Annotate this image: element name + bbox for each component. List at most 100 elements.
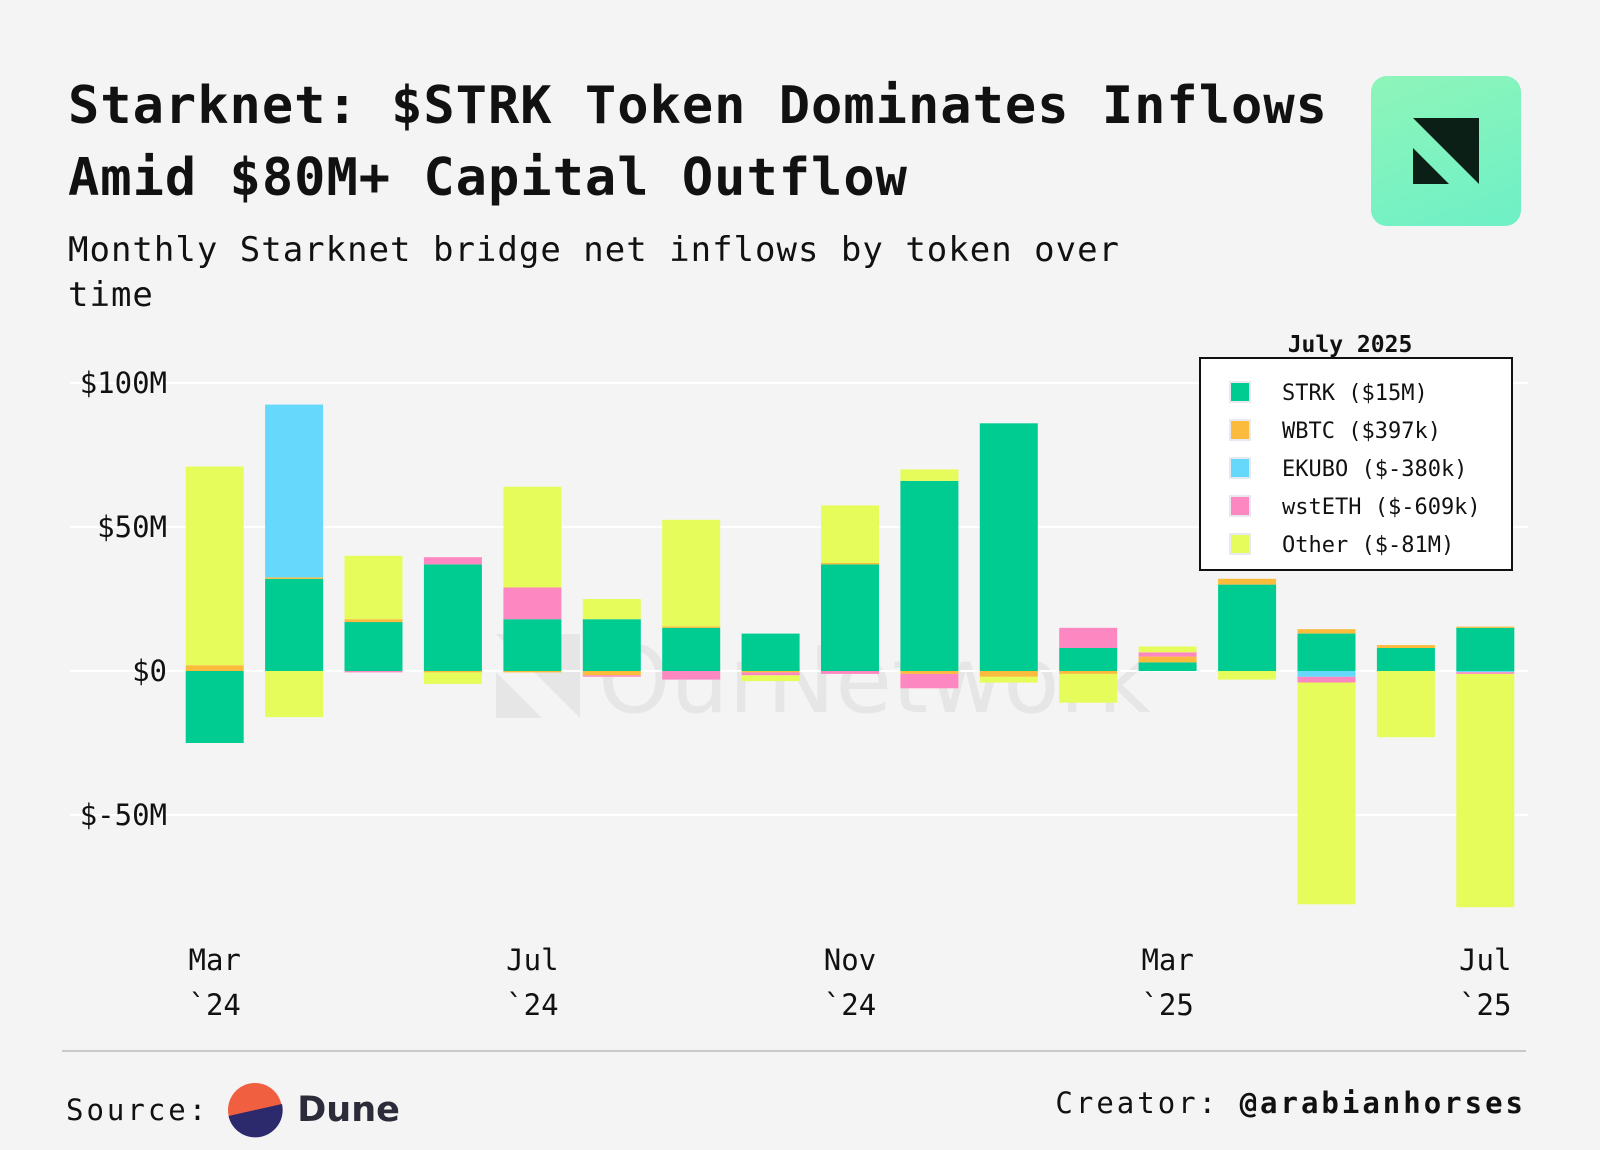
y-tick-label: $0 bbox=[132, 654, 167, 688]
bar-segment-strk[interactable] bbox=[1376, 648, 1435, 671]
y-tick-label: $50M bbox=[97, 510, 167, 544]
bar-segment-other[interactable] bbox=[185, 466, 244, 666]
bar-segment-wbtc[interactable] bbox=[741, 671, 800, 673]
x-tick-label: Mar bbox=[1141, 943, 1193, 977]
bar-segment-ekubo[interactable] bbox=[1297, 671, 1356, 677]
x-tick-label: Jul bbox=[1459, 943, 1511, 977]
bar-segment-other[interactable] bbox=[1218, 671, 1277, 680]
bar-segment-strk[interactable] bbox=[741, 633, 800, 671]
legend-title: July 2025 bbox=[1288, 332, 1413, 358]
source-name: Dune bbox=[297, 1090, 400, 1130]
bar-segment-wbtc[interactable] bbox=[1376, 645, 1435, 648]
bar-segment-other[interactable] bbox=[344, 555, 403, 620]
bar-segment-other[interactable] bbox=[582, 599, 641, 620]
bar-segment-wsteth[interactable] bbox=[1138, 652, 1197, 657]
bar-segment-wbtc[interactable] bbox=[821, 563, 879, 565]
chart-subtitle: Monthly Starknet bridge net inflows by t… bbox=[68, 230, 1121, 315]
bar-chart: OurNetwork $100M$50M$0$-50M Mar`24Jul`24… bbox=[70, 332, 1528, 1022]
creator-credit: Creator: @arabianhorses bbox=[1055, 1086, 1526, 1120]
legend-swatch-ekubo bbox=[1229, 457, 1251, 479]
bar-segment-wsteth[interactable] bbox=[582, 675, 641, 677]
bar-segment-strk[interactable] bbox=[185, 671, 244, 743]
y-tick-label: $-50M bbox=[80, 798, 167, 832]
legend-swatch-wsteth bbox=[1229, 495, 1251, 517]
bar-segment-strk[interactable] bbox=[1456, 627, 1515, 671]
bar-segment-other[interactable] bbox=[1456, 673, 1515, 908]
bar-segment-wsteth[interactable] bbox=[1297, 676, 1356, 683]
bar-segment-wbtc[interactable] bbox=[265, 577, 324, 579]
x-tick-label: Mar bbox=[189, 943, 241, 977]
bar-segment-wsteth[interactable] bbox=[741, 672, 800, 676]
bar-segment-strk[interactable] bbox=[979, 423, 1038, 671]
creator-handle: @arabianhorses bbox=[1239, 1086, 1526, 1120]
bar-segment-strk[interactable] bbox=[265, 578, 324, 671]
bar-segment-other[interactable] bbox=[1059, 673, 1118, 703]
source-credit: Source: Dune bbox=[66, 1082, 400, 1138]
y-axis: $100M $50M $0 $-50M bbox=[80, 366, 167, 832]
bar-segment-strk[interactable] bbox=[503, 619, 562, 671]
bar-segment-strk[interactable] bbox=[1059, 648, 1118, 671]
bar-segment-other[interactable] bbox=[741, 675, 800, 682]
legend-swatch-other bbox=[1229, 533, 1251, 555]
bar-segment-wbtc[interactable] bbox=[1456, 626, 1515, 628]
bar-segment-wbtc[interactable] bbox=[582, 671, 641, 676]
chart-title: Starknet: $STRK Token Dominates Inflows … bbox=[68, 76, 1328, 208]
bars bbox=[185, 404, 1515, 908]
bar-segment-wsteth[interactable] bbox=[1059, 627, 1118, 648]
legend-label-wsteth: wstETH ($-609k) bbox=[1282, 495, 1481, 520]
x-tick-label-year: `25 bbox=[1459, 988, 1511, 1022]
bar-segment-wbtc[interactable] bbox=[979, 671, 1038, 677]
bar-segment-strk[interactable] bbox=[1297, 633, 1356, 671]
bar-segment-wsteth[interactable] bbox=[1456, 672, 1515, 674]
bar-segment-wsteth[interactable] bbox=[423, 557, 482, 565]
bar-segment-wbtc[interactable] bbox=[344, 619, 403, 623]
x-axis: Mar `24 Jul `24 Nov `24 Mar `25 Jul `25 bbox=[189, 943, 1512, 1022]
bar-segment-strk[interactable] bbox=[1218, 584, 1277, 671]
bar-segment-other[interactable] bbox=[265, 671, 324, 718]
bar-segment-wsteth[interactable] bbox=[900, 673, 959, 689]
bar-segment-wsteth[interactable] bbox=[503, 587, 562, 620]
bar-segment-other[interactable] bbox=[503, 486, 562, 588]
bar-segment-wsteth[interactable] bbox=[344, 671, 403, 673]
bar-segment-wbtc[interactable] bbox=[1138, 656, 1197, 663]
bar-segment-other[interactable] bbox=[979, 676, 1038, 683]
bar-segment-wbtc[interactable] bbox=[423, 671, 482, 673]
bar-segment-strk[interactable] bbox=[662, 627, 721, 671]
legend-label-ekubo: EKUBO ($-380k) bbox=[1282, 457, 1467, 482]
bar-segment-other[interactable] bbox=[1297, 682, 1356, 905]
bar-segment-wsteth[interactable] bbox=[662, 671, 721, 680]
legend-swatch-strk bbox=[1229, 381, 1251, 403]
bar-segment-ekubo[interactable] bbox=[1456, 671, 1515, 673]
x-tick-label-year: `24 bbox=[824, 988, 876, 1022]
x-tick-label: Jul bbox=[506, 943, 558, 977]
bar-segment-ekubo[interactable] bbox=[265, 404, 324, 578]
bar-segment-wbtc[interactable] bbox=[185, 665, 244, 671]
bar-segment-wbtc[interactable] bbox=[1218, 578, 1277, 585]
bar-segment-wbtc[interactable] bbox=[1297, 629, 1356, 634]
ournetwork-mark-icon bbox=[1413, 118, 1479, 184]
bar-segment-other[interactable] bbox=[900, 469, 959, 481]
legend: July 2025 STRK ($15M) WBTC ($397k) EKUBO (… bbox=[1199, 332, 1513, 571]
bar-segment-strk[interactable] bbox=[344, 622, 403, 671]
bar-segment-strk[interactable] bbox=[821, 564, 879, 671]
bar-segment-other[interactable] bbox=[1138, 646, 1197, 653]
legend-label-strk: STRK ($15M) bbox=[1282, 381, 1428, 406]
bar-segment-strk[interactable] bbox=[900, 480, 959, 671]
x-tick-label-year: `24 bbox=[189, 988, 241, 1022]
bar-segment-strk[interactable] bbox=[582, 619, 641, 671]
bar-segment-other[interactable] bbox=[821, 505, 879, 563]
bar-segment-strk[interactable] bbox=[1138, 662, 1197, 671]
bar-segment-wbtc[interactable] bbox=[662, 626, 721, 628]
source-label: Source: bbox=[66, 1093, 210, 1127]
bar-segment-other[interactable] bbox=[423, 672, 482, 684]
bar-segment-wbtc[interactable] bbox=[503, 671, 562, 673]
x-tick-label: Nov bbox=[824, 943, 876, 977]
bar-segment-other[interactable] bbox=[662, 519, 721, 627]
bar-segment-wbtc[interactable] bbox=[900, 671, 959, 674]
bar-segment-other[interactable] bbox=[1376, 671, 1435, 738]
bar-segment-wsteth[interactable] bbox=[821, 671, 879, 674]
x-tick-label-year: `24 bbox=[506, 988, 558, 1022]
bar-segment-strk[interactable] bbox=[423, 564, 482, 671]
legend-label-wbtc: WBTC ($397k) bbox=[1282, 419, 1441, 444]
bar-segment-wbtc[interactable] bbox=[1059, 671, 1118, 674]
